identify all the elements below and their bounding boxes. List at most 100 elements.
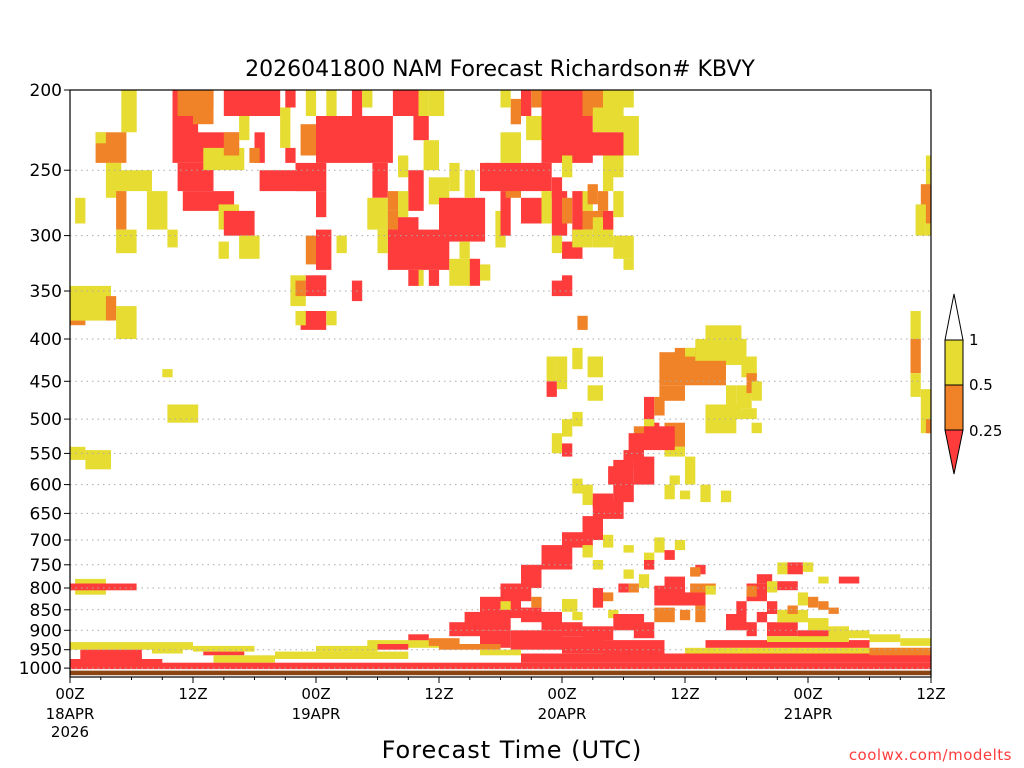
colorbar-legend: 1 0.5 0.25 — [944, 293, 1002, 475]
heatmap-cell — [285, 90, 296, 108]
heatmap-cell — [679, 490, 691, 500]
heatmap-cell — [70, 659, 163, 667]
heatmap-cell — [398, 191, 409, 218]
heatmap-cell — [367, 197, 388, 230]
heatmap-cell — [869, 647, 931, 656]
heatmap-cell — [546, 356, 557, 382]
heatmap-cell — [162, 369, 173, 378]
heatmap-cell — [828, 607, 839, 614]
heatmap-cell — [521, 653, 685, 663]
heatmap-cell — [531, 596, 542, 608]
heatmap-cell — [638, 574, 650, 588]
heatmap-cell — [577, 315, 588, 330]
heatmap-cell — [592, 560, 604, 570]
heatmap-cell — [695, 339, 727, 361]
heatmap-cell — [500, 583, 532, 602]
heatmap-cell — [592, 107, 624, 133]
heatmap-cell — [521, 607, 542, 623]
heatmap-cell — [726, 339, 747, 365]
heatmap-cell — [767, 622, 798, 637]
heatmap-cell — [480, 630, 511, 648]
heatmap-cell — [213, 655, 275, 663]
heatmap-cell — [623, 258, 634, 270]
heatmap-cell — [664, 446, 685, 457]
heatmap-cell — [75, 197, 86, 224]
heatmap-cell — [500, 90, 511, 108]
y-tick-label: 600 — [30, 476, 62, 496]
heatmap-cell — [797, 630, 809, 641]
heatmap-cell — [541, 611, 562, 631]
heatmap-cell — [105, 296, 117, 321]
heatmap-cell — [428, 638, 460, 646]
heatmap-cell — [203, 651, 245, 656]
y-tick-label: 1000 — [19, 659, 62, 679]
heatmap-cell — [572, 478, 583, 494]
heatmap-cell — [562, 443, 573, 457]
heatmap-cell — [797, 592, 809, 606]
y-tick-label: 250 — [30, 161, 62, 181]
x-date-label: 20APR — [538, 705, 587, 723]
heatmap-cell — [644, 419, 655, 434]
heatmap-cell — [70, 446, 86, 460]
heatmap-cell — [592, 499, 624, 519]
heatmap-cell — [659, 385, 685, 401]
heatmap-cell — [818, 576, 829, 584]
heatmap-cell — [408, 634, 429, 641]
heatmap-cell — [300, 311, 327, 330]
heatmap-cell — [777, 609, 809, 623]
heatmap-cell — [500, 601, 511, 610]
heatmap-cell — [654, 607, 675, 623]
x-tick-label: 12Z — [916, 685, 945, 703]
heatmap-cell — [777, 562, 788, 575]
x-tick-label: 12Z — [670, 685, 699, 703]
heatmap-cell — [915, 204, 926, 236]
heatmap-cell — [751, 381, 762, 401]
y-tick-label: 350 — [30, 282, 62, 302]
heatmap-cell — [459, 241, 470, 259]
heatmap-cell — [587, 356, 603, 378]
heatmap-cell — [582, 545, 593, 558]
heatmap-cell — [679, 609, 691, 621]
heatmap-cell — [910, 373, 921, 397]
heatmap-cell — [613, 235, 634, 259]
y-tick-label: 200 — [30, 81, 62, 101]
heatmap-cell — [500, 191, 511, 236]
x-date-label: 21APR — [784, 705, 833, 723]
heatmap-cell — [828, 626, 849, 639]
x-tick-label: 00Z — [547, 685, 576, 703]
legend-bin-orange — [944, 384, 964, 431]
heatmap-cell — [562, 419, 573, 437]
legend-bin-yellow — [944, 339, 964, 386]
heatmap-cell — [193, 645, 255, 652]
heatmap-cell — [80, 649, 142, 659]
heatmap-cell — [787, 562, 803, 575]
heatmap-cell — [674, 540, 686, 551]
heatmap-cell — [720, 490, 732, 503]
heatmap-cell — [480, 649, 521, 656]
heatmap-cell — [423, 140, 439, 171]
heatmap-cell — [751, 422, 762, 434]
heatmap-cell — [572, 191, 583, 242]
heatmap-cell — [562, 155, 573, 178]
heatmap-cell — [367, 640, 440, 648]
heatmap-cell — [398, 155, 409, 178]
heatmap-cell — [741, 356, 757, 378]
heatmap-cell — [449, 162, 460, 192]
heatmap-cell — [746, 622, 757, 637]
heatmap-cell — [695, 564, 706, 575]
heatmap-cell — [428, 269, 440, 286]
heatmap-cell — [664, 484, 675, 500]
heatmap-cell — [582, 484, 593, 505]
heatmap-cell — [249, 147, 260, 163]
y-tick-label: 400 — [30, 330, 62, 350]
y-axis: 200 250 300 350 400 450 500 550 600 650 700 750 8008… — [19, 81, 70, 679]
heatmap-cell — [551, 433, 563, 454]
heatmap-cell — [111, 170, 152, 192]
y-tick-label: 300 — [30, 227, 62, 247]
heatmap-cell — [767, 581, 778, 593]
heatmap-cell — [239, 116, 250, 141]
heatmap-cell — [377, 644, 409, 650]
heatmap-cell — [521, 90, 532, 116]
